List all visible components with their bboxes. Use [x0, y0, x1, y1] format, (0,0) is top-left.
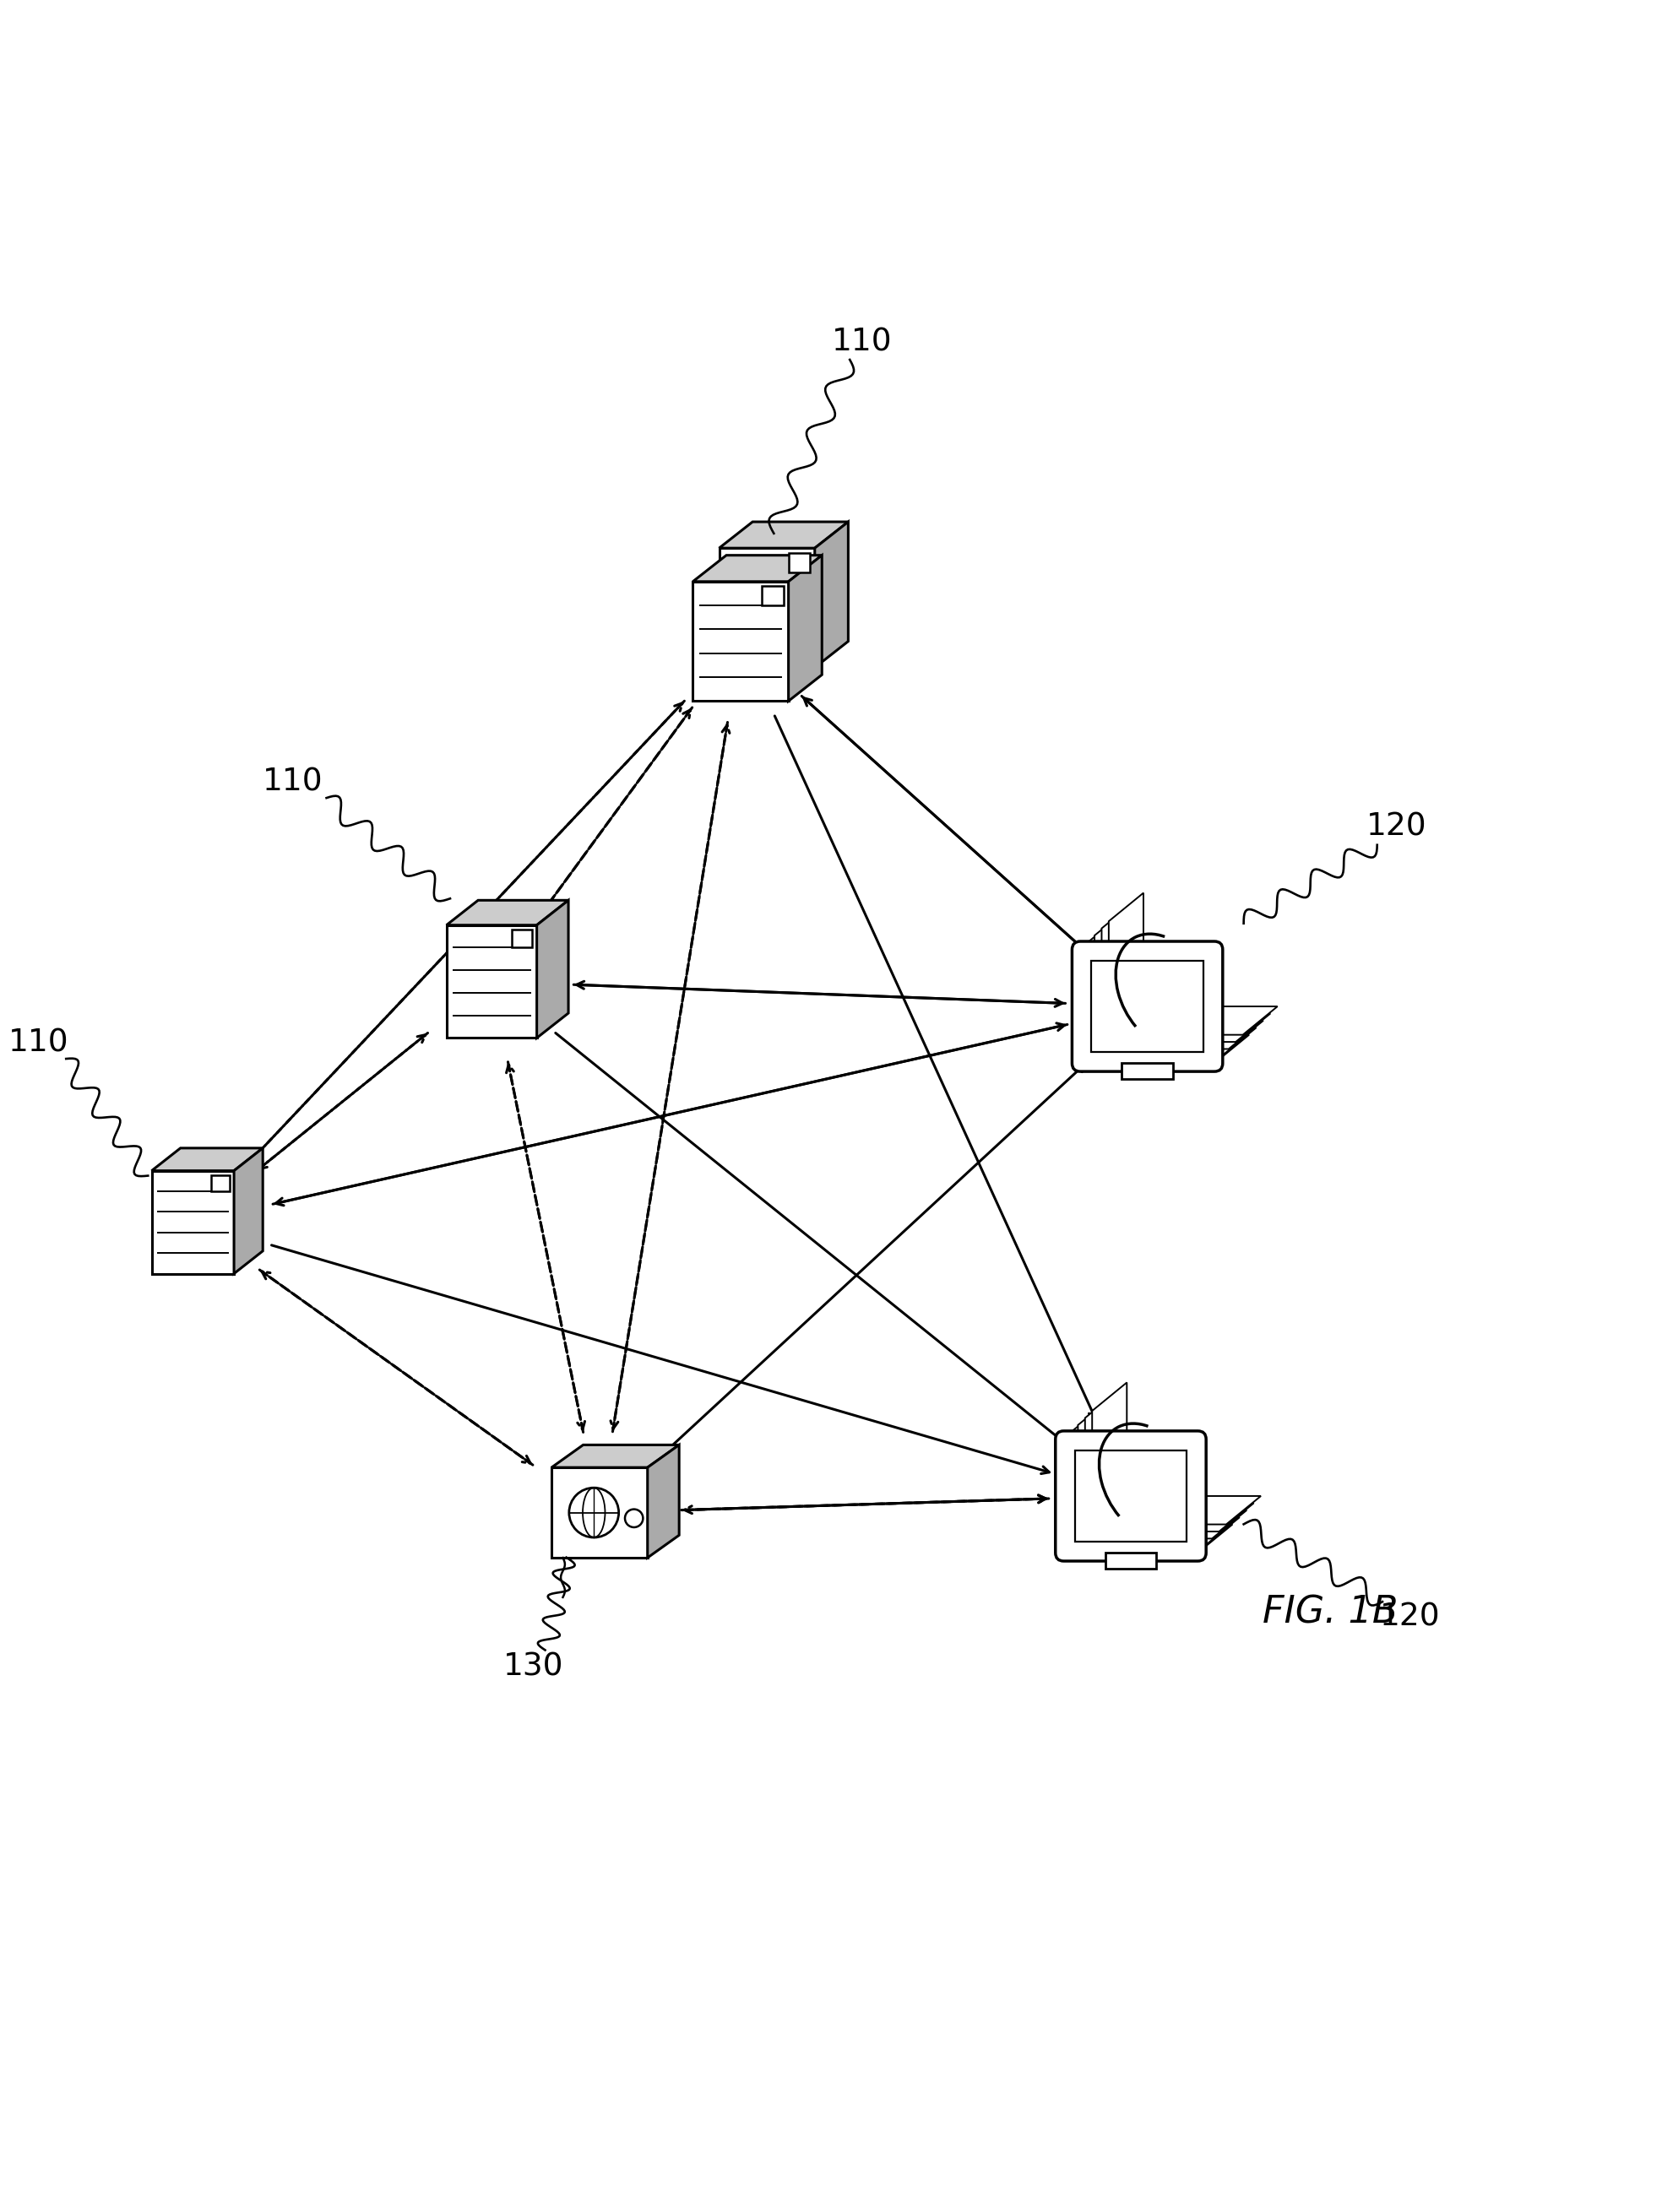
Bar	[1075, 1451, 1187, 1542]
Text: 120: 120	[1379, 1601, 1439, 1632]
Polygon shape	[1095, 907, 1263, 1048]
Circle shape	[568, 1489, 618, 1537]
Text: 130: 130	[504, 1652, 563, 1681]
Text: 110: 110	[831, 327, 892, 358]
Polygon shape	[447, 925, 537, 1037]
Polygon shape	[151, 1148, 263, 1170]
Text: 110: 110	[263, 768, 322, 799]
Bar	[1092, 960, 1203, 1053]
FancyBboxPatch shape	[1055, 1431, 1207, 1562]
Polygon shape	[788, 555, 823, 701]
Circle shape	[625, 1509, 643, 1526]
Text: 120: 120	[1366, 812, 1426, 843]
Polygon shape	[234, 1148, 263, 1274]
Polygon shape	[1079, 1396, 1246, 1540]
Polygon shape	[537, 900, 568, 1037]
Polygon shape	[552, 1467, 648, 1557]
Text: 110: 110	[8, 1029, 68, 1057]
Polygon shape	[1070, 1405, 1240, 1546]
Polygon shape	[648, 1444, 680, 1557]
Polygon shape	[814, 522, 848, 668]
Bar	[1105, 1553, 1157, 1568]
Polygon shape	[720, 549, 814, 668]
Bar	[788, 553, 809, 573]
Polygon shape	[1092, 1382, 1261, 1524]
FancyBboxPatch shape	[1072, 942, 1223, 1071]
Polygon shape	[693, 582, 788, 701]
Polygon shape	[1064, 1411, 1233, 1553]
Polygon shape	[447, 900, 568, 925]
Text: FIG. 1B: FIG. 1B	[1261, 1595, 1398, 1630]
Bar	[211, 1175, 229, 1192]
Polygon shape	[1080, 920, 1250, 1064]
Bar	[512, 929, 532, 947]
Bar	[763, 586, 784, 606]
Polygon shape	[693, 555, 823, 582]
Polygon shape	[1109, 894, 1278, 1035]
Bar	[1122, 1064, 1173, 1079]
Polygon shape	[552, 1444, 680, 1467]
Polygon shape	[1087, 914, 1256, 1055]
Polygon shape	[720, 522, 848, 549]
Polygon shape	[151, 1170, 234, 1274]
Polygon shape	[1102, 900, 1270, 1042]
Polygon shape	[1085, 1389, 1253, 1531]
